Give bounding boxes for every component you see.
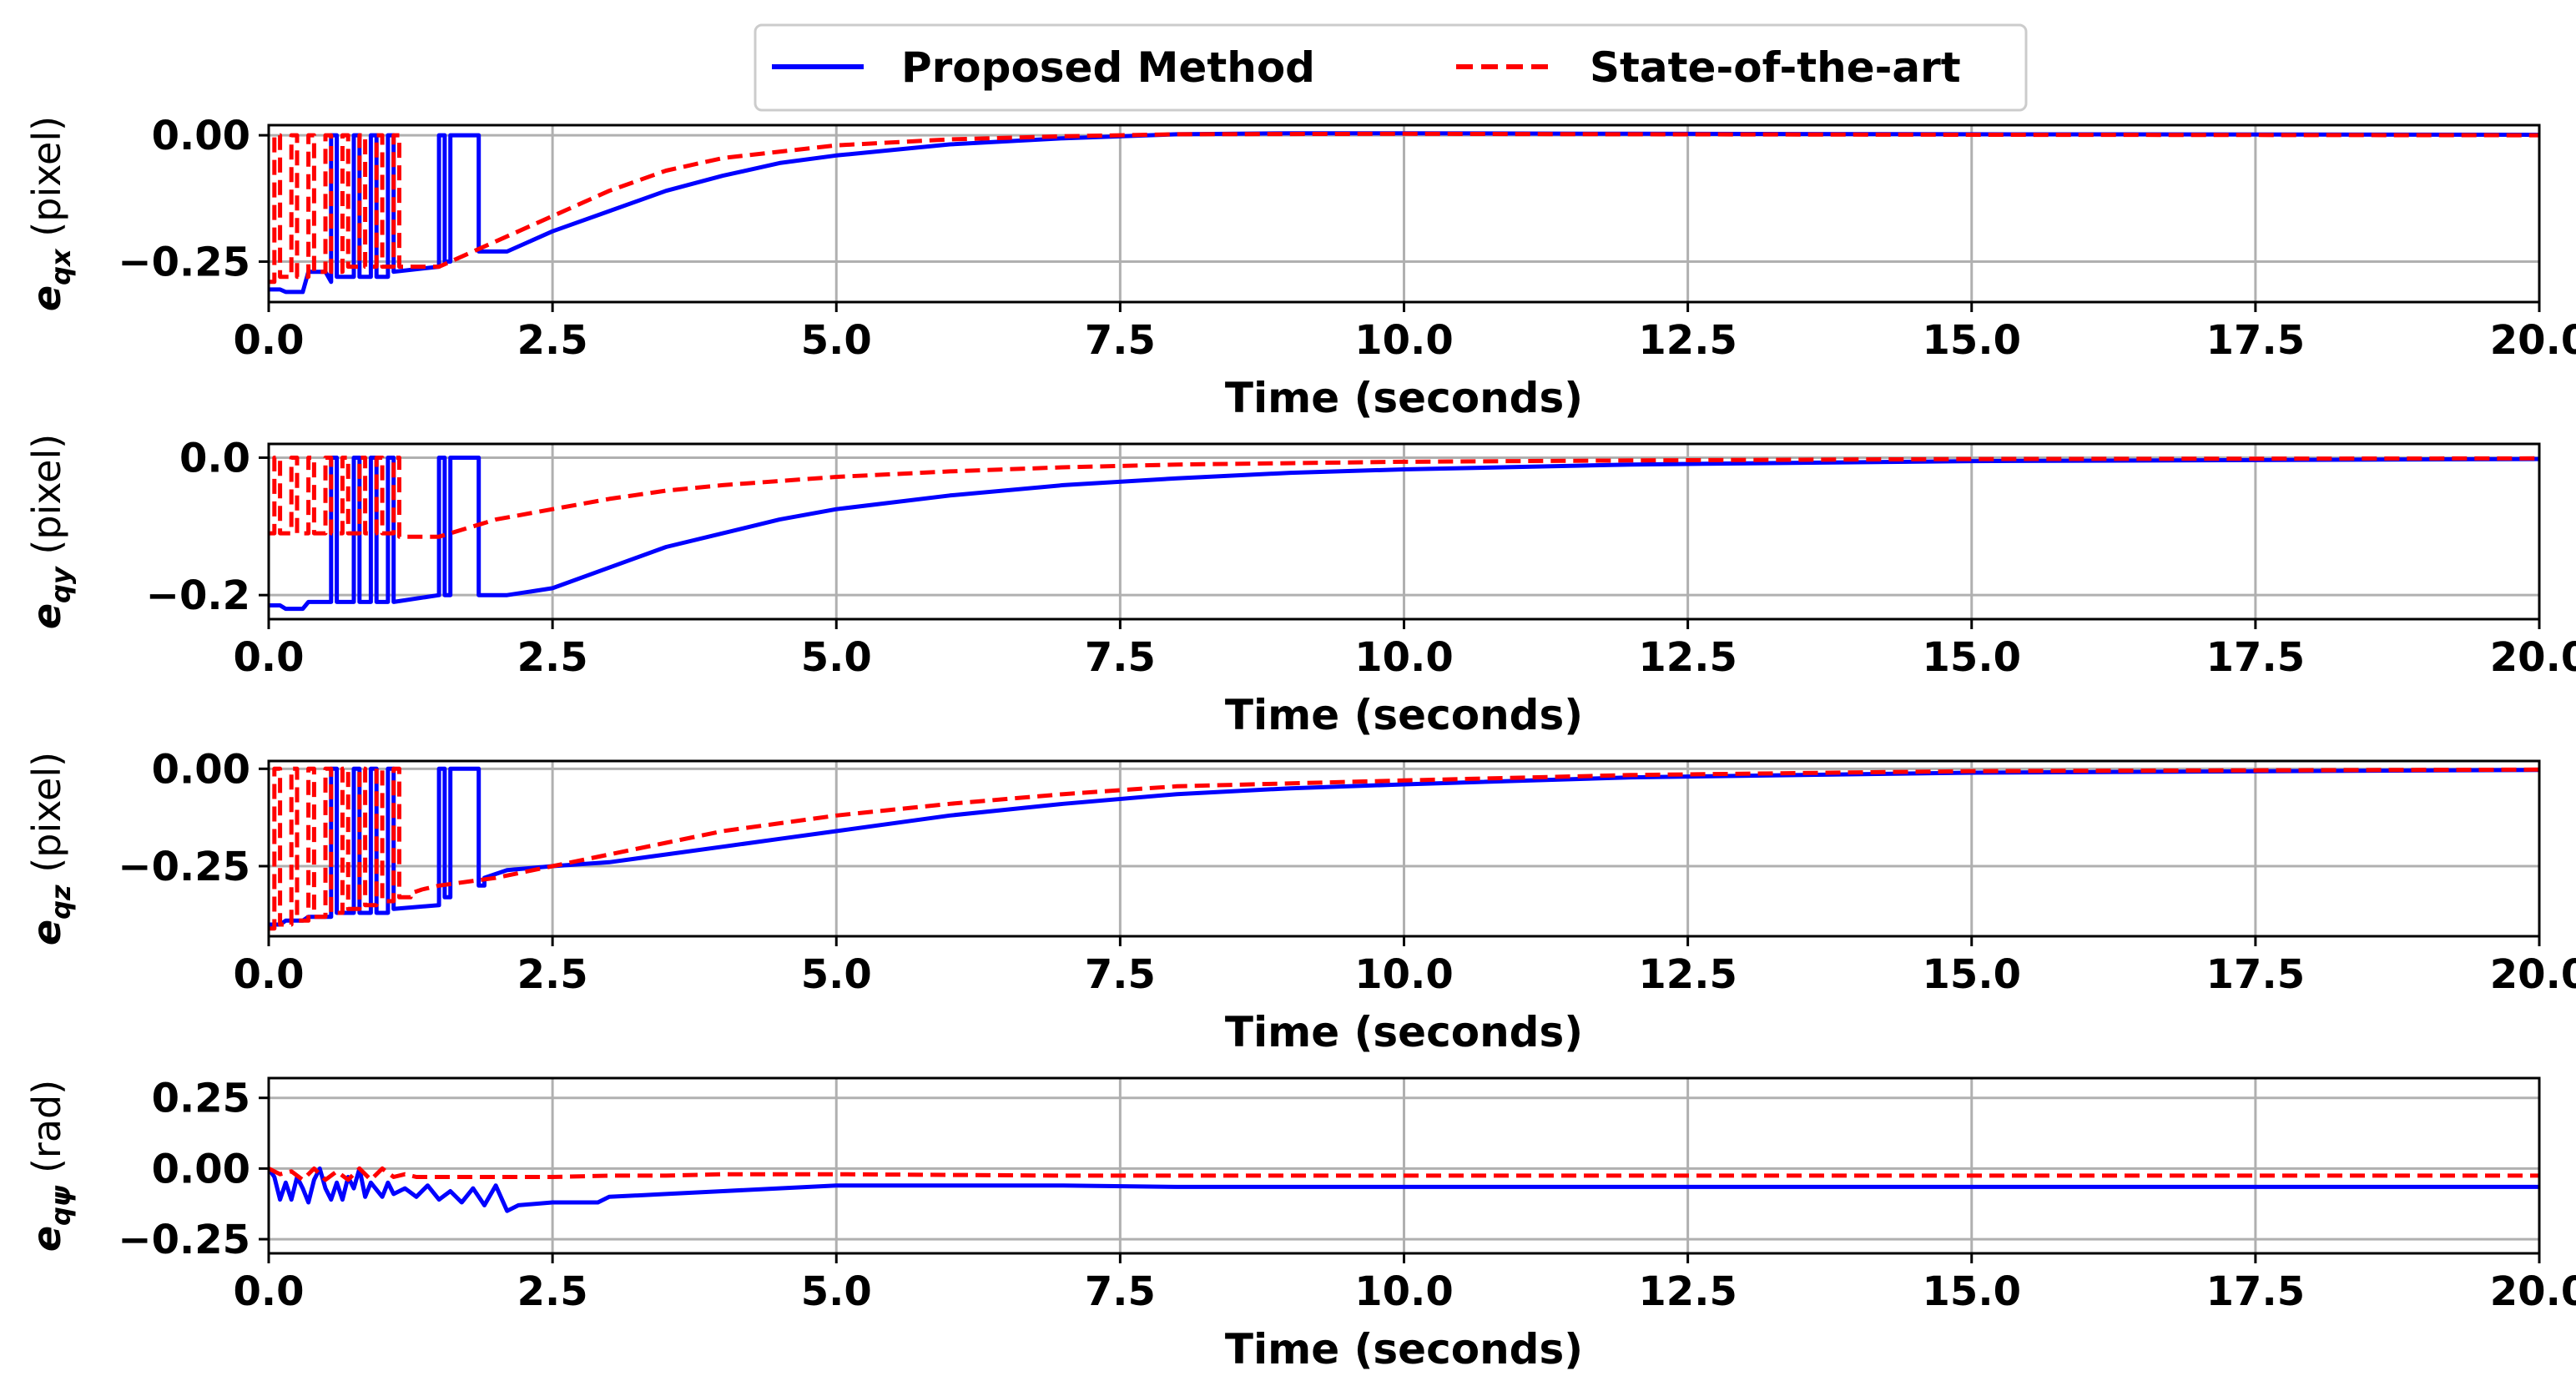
x-tick-label: 2.5	[517, 317, 588, 364]
x-axis-label: Time (seconds)	[1225, 1008, 1583, 1056]
x-tick-label: 17.5	[2206, 951, 2305, 998]
x-tick-label: 10.0	[1354, 951, 1453, 998]
x-tick-label: 10.0	[1354, 1268, 1453, 1315]
x-tick-label: 10.0	[1354, 634, 1453, 681]
y-tick-label: 0.0	[179, 435, 250, 481]
x-tick-label: 12.5	[1638, 634, 1737, 681]
x-tick-label: 17.5	[2206, 634, 2305, 681]
subplot-1: 0.0 2.5 5.0 7.5 10.0 12.5 15.0 17.5 20.0 0.00 −0.2…	[24, 113, 2576, 422]
x-tick-label: 2.5	[517, 634, 588, 681]
y-axis-label: eqψ (rad)	[24, 1080, 77, 1252]
x-tick-label: 15.0	[1923, 317, 2021, 364]
x-tick-label: 0.0	[233, 634, 304, 681]
x-tick-label: 5.0	[801, 634, 872, 681]
x-tick-label: 5.0	[801, 317, 872, 364]
x-tick-label: 20.0	[2490, 1268, 2576, 1315]
x-tick-label: 20.0	[2490, 317, 2576, 364]
x-axis-label: Time (seconds)	[1225, 1325, 1583, 1373]
x-tick-label: 5.0	[801, 1268, 872, 1315]
series-line-proposed-method	[269, 456, 2539, 612]
x-tick-label: 5.0	[801, 951, 872, 998]
x-tick-label: 0.0	[233, 1268, 304, 1315]
series-line-state-of-the-art	[269, 131, 2539, 285]
x-tick-label: 17.5	[2206, 317, 2305, 364]
series-line-proposed-method	[269, 1166, 2539, 1213]
series-line-proposed-method	[269, 131, 2539, 295]
series-line-state-of-the-art	[269, 1166, 2539, 1182]
x-tick-label: 7.5	[1085, 1268, 1156, 1315]
x-tick-label: 20.0	[2490, 951, 2576, 998]
x-tick-label: 17.5	[2206, 1268, 2305, 1315]
x-tick-label: 15.0	[1923, 634, 2021, 681]
y-axis-label: eqz (pixel)	[24, 752, 77, 945]
y-axis-label: eqx (pixel)	[24, 116, 77, 311]
legend-label-state-of-the-art: State-of-the-art	[1590, 43, 1961, 92]
subplot-4: 0.0 2.5 5.0 7.5 10.0 12.5 15.0 17.5 20.0 0.25 0.00…	[24, 1076, 2576, 1373]
x-tick-label: 2.5	[517, 1268, 588, 1315]
y-tick-label: 0.00	[152, 1146, 250, 1192]
x-tick-label: 15.0	[1923, 951, 2021, 998]
x-tick-label: 12.5	[1638, 1268, 1737, 1315]
subplot-3: 0.0 2.5 5.0 7.5 10.0 12.5 15.0 17.5 20.0 0.00 −0.2…	[24, 746, 2576, 1056]
x-tick-label: 7.5	[1085, 317, 1156, 364]
x-tick-label: 15.0	[1923, 1268, 2021, 1315]
y-tick-label: −0.2	[146, 572, 250, 619]
legend-label-proposed: Proposed Method	[901, 43, 1315, 92]
subplots: 0.0 2.5 5.0 7.5 10.0 12.5 15.0 17.5 20.0 0.00 −0.2…	[24, 113, 2576, 1373]
x-tick-label: 12.5	[1638, 951, 1737, 998]
x-tick-label: 0.0	[233, 951, 304, 998]
x-tick-label: 20.0	[2490, 634, 2576, 681]
y-tick-label: −0.25	[118, 844, 250, 890]
y-tick-label: 0.25	[152, 1076, 250, 1122]
series-line-state-of-the-art	[269, 456, 2539, 539]
x-axis-label: Time (seconds)	[1225, 374, 1583, 422]
series-line-proposed-method	[269, 766, 2539, 927]
y-tick-label: 0.00	[152, 113, 250, 159]
series-line-state-of-the-art	[269, 766, 2539, 931]
x-tick-label: 7.5	[1085, 951, 1156, 998]
x-axis-label: Time (seconds)	[1225, 691, 1583, 739]
x-tick-label: 2.5	[517, 951, 588, 998]
legend: Proposed Method State-of-the-art	[754, 23, 2028, 112]
x-tick-label: 10.0	[1354, 317, 1453, 364]
legend-frame	[754, 23, 2028, 112]
subplot-2: 0.0 2.5 5.0 7.5 10.0 12.5 15.0 17.5 20.0 0.0 −0.2 T…	[24, 434, 2576, 739]
x-tick-label: 0.0	[233, 317, 304, 364]
x-tick-label: 12.5	[1638, 317, 1737, 364]
x-tick-label: 7.5	[1085, 634, 1156, 681]
y-axis-label: eqy (pixel)	[24, 434, 77, 629]
y-tick-label: 0.00	[152, 746, 250, 793]
y-tick-label: −0.25	[118, 1217, 250, 1263]
y-tick-label: −0.25	[118, 239, 250, 286]
